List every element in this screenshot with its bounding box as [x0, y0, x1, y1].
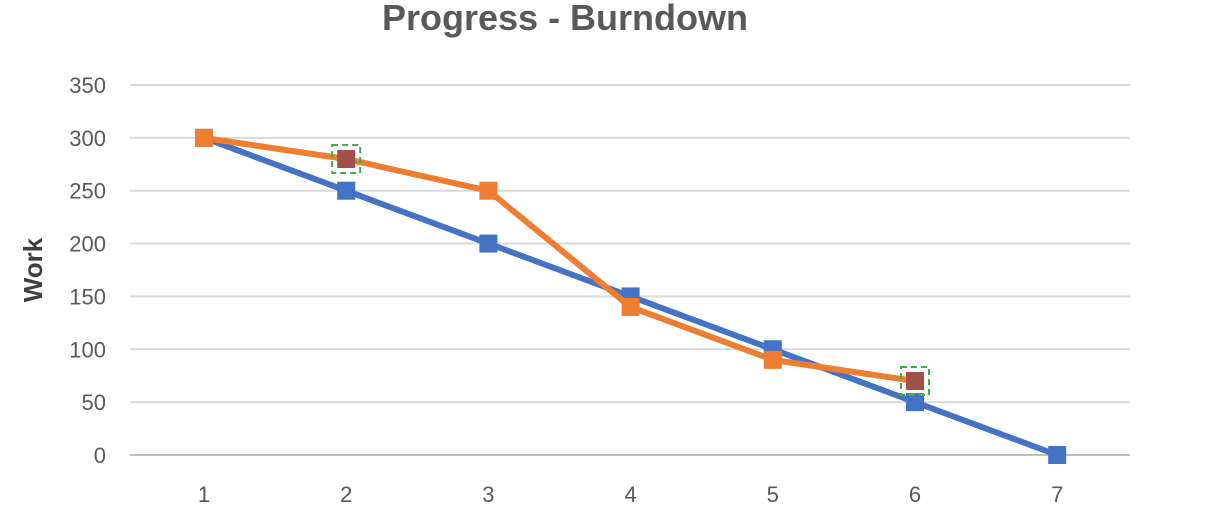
data-point[interactable]	[906, 372, 924, 390]
x-tick-label: 4	[624, 482, 636, 507]
x-tick-label: 5	[767, 482, 779, 507]
x-tick-label: 6	[909, 482, 921, 507]
y-tick-label: 100	[69, 337, 106, 362]
y-axis-label: Work	[18, 237, 48, 302]
selection-box	[331, 144, 362, 174]
data-point[interactable]	[195, 128, 213, 147]
y-tick-label: 50	[82, 390, 106, 415]
selection-box	[900, 366, 930, 396]
data-point[interactable]	[479, 181, 498, 200]
x-tick-label: 3	[482, 482, 494, 507]
data-point[interactable]	[1048, 446, 1067, 464]
y-tick-label: 200	[69, 232, 106, 257]
data-point[interactable]	[906, 393, 924, 412]
data-point[interactable]	[337, 181, 356, 200]
y-tick-label: 150	[69, 284, 106, 309]
data-point[interactable]	[337, 150, 356, 168]
y-tick-label: 350	[69, 73, 106, 98]
y-tick-label: 0	[94, 443, 106, 468]
series-line	[203, 134, 916, 384]
x-tick-label: 2	[340, 482, 352, 507]
x-tick-label: 7	[1051, 482, 1063, 507]
data-point[interactable]	[621, 298, 640, 316]
data-point[interactable]	[479, 234, 498, 253]
x-tick-label: 1	[198, 482, 210, 507]
series-1	[195, 128, 930, 396]
data-point[interactable]	[763, 350, 782, 369]
chart-title: Progress - Burndown	[382, 0, 748, 38]
y-tick-label: 300	[69, 126, 106, 151]
y-tick-label: 250	[69, 179, 106, 204]
